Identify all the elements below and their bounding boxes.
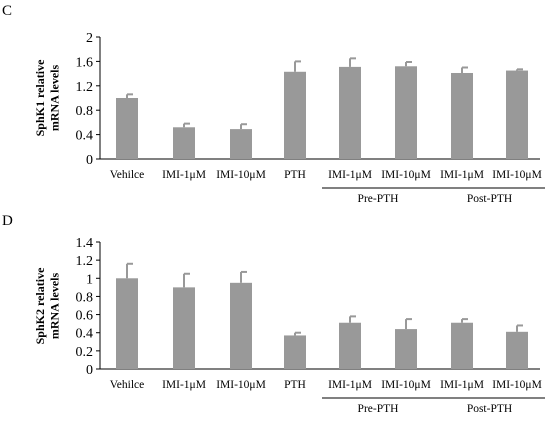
y-tick-label: 0.8 xyxy=(76,290,94,305)
y-axis-label-line: mRNA levels xyxy=(47,65,61,132)
y-tick-label: 0.2 xyxy=(76,345,94,360)
category-label: Vehilce xyxy=(110,169,144,181)
category-label: Vehilce xyxy=(110,379,144,391)
group-label: Post-PTH xyxy=(467,193,512,205)
category-label: IMI-1μM xyxy=(328,169,372,181)
y-tick-label: 0.4 xyxy=(76,129,94,144)
bar xyxy=(284,71,306,159)
y-tick-label: 1.6 xyxy=(76,55,94,70)
bar xyxy=(230,282,252,369)
bar xyxy=(395,66,417,159)
bar xyxy=(395,329,417,369)
panel-letter: C xyxy=(2,3,12,19)
category-label: IMI-1μM xyxy=(162,379,206,391)
category-label: IMI-10μM xyxy=(492,379,542,391)
bar xyxy=(506,70,528,159)
y-axis-label-line: mRNA levels xyxy=(47,273,61,340)
y-tick-label: 1.2 xyxy=(76,254,94,269)
category-label: IMI-10μM xyxy=(381,169,431,181)
bar xyxy=(284,335,306,369)
category-label: IMI-10μM xyxy=(381,379,431,391)
bar xyxy=(116,98,138,159)
panel-letter: D xyxy=(2,213,13,229)
panel-d-chart: D SphK2 relativemRNA levels 0 0.2 0.4 0.6 0.8 1… xyxy=(2,213,545,415)
y-tick-label: 1 xyxy=(86,272,93,287)
category-label: IMI-1μM xyxy=(162,169,206,181)
bar xyxy=(230,129,252,159)
y-tick-label: 2 xyxy=(86,31,93,46)
category-label: IMI-10μM xyxy=(216,169,266,181)
group-label: Pre-PTH xyxy=(358,403,399,415)
y-tick-label: 0.4 xyxy=(76,327,94,342)
category-label: IMI-10μM xyxy=(492,169,542,181)
y-tick-label: 1.4 xyxy=(76,236,94,251)
y-axis-label-line: SphK2 relative xyxy=(33,267,47,344)
y-tick-label: 0 xyxy=(86,153,93,168)
bar xyxy=(173,287,195,369)
bar xyxy=(339,66,361,159)
group-label: Post-PTH xyxy=(467,403,512,415)
panel-c-chart: C SphK1 relativemRNA levels 0 0.4 0.8 1.2 1.6 2… xyxy=(2,3,545,205)
bar xyxy=(506,331,528,369)
y-tick-label: 0.6 xyxy=(76,309,94,324)
y-axis-label: SphK1 relativemRNA levels xyxy=(33,59,61,136)
y-tick-label: 0 xyxy=(86,363,93,378)
y-tick-label: 0.8 xyxy=(76,104,94,119)
category-label: PTH xyxy=(284,379,306,391)
bar xyxy=(339,322,361,369)
bar xyxy=(116,278,138,369)
y-axis-label-line: SphK1 relative xyxy=(33,59,47,136)
category-label: IMI-1μM xyxy=(440,169,484,181)
group-label: Pre-PTH xyxy=(358,193,399,205)
y-axis-label: SphK2 relativemRNA levels xyxy=(33,267,61,344)
category-label: IMI-1μM xyxy=(440,379,484,391)
bar xyxy=(451,72,473,159)
category-label: IMI-10μM xyxy=(216,379,266,391)
category-label: PTH xyxy=(284,169,306,181)
bar xyxy=(173,127,195,159)
bar xyxy=(451,322,473,369)
y-tick-label: 1.2 xyxy=(76,80,94,95)
category-label: IMI-1μM xyxy=(328,379,372,391)
